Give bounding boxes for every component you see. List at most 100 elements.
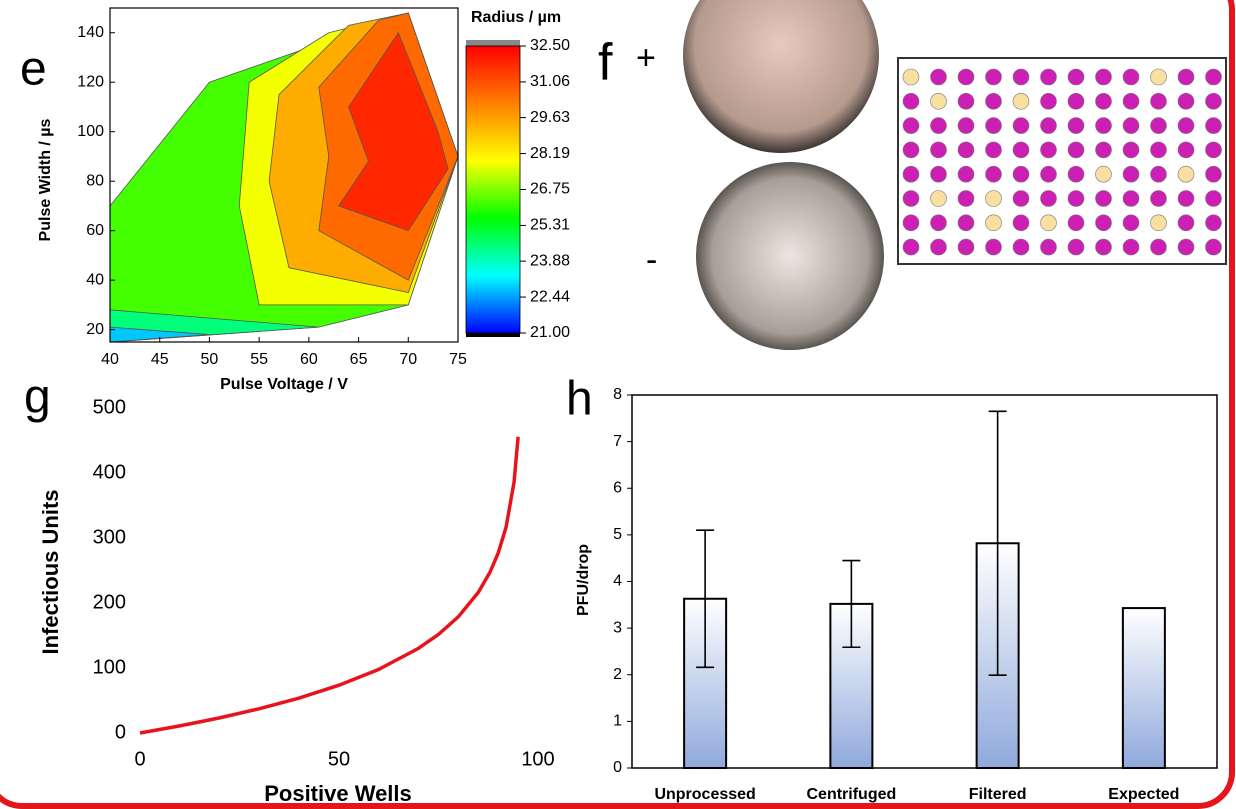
well — [1040, 68, 1057, 86]
y-tick-label: 100 — [77, 123, 104, 140]
y-tick-label: 1 — [613, 713, 622, 730]
well — [957, 93, 975, 110]
y-tick-label: 100 — [93, 656, 126, 678]
well — [1205, 238, 1222, 256]
well — [1122, 165, 1140, 183]
well — [930, 190, 947, 207]
well — [1067, 238, 1085, 256]
well — [1095, 68, 1112, 86]
colorbar-tick-label: 29.63 — [530, 109, 570, 126]
well — [1205, 190, 1222, 207]
well — [930, 68, 947, 86]
well — [1177, 117, 1195, 134]
well — [1122, 238, 1140, 256]
well — [1012, 141, 1030, 159]
well — [957, 117, 975, 134]
x-tick-label: 70 — [399, 351, 417, 368]
colorbar-tick-label: 21.00 — [530, 324, 570, 341]
x-tick-label: Unprocessed — [654, 786, 755, 803]
well — [1122, 214, 1140, 232]
well — [1095, 238, 1112, 256]
well — [1095, 165, 1112, 183]
y-tick-label: 5 — [613, 526, 622, 543]
panel-label: h — [566, 373, 593, 426]
well — [1040, 117, 1057, 134]
x-tick-label: Centrifuged — [806, 786, 896, 803]
colorbar-tick-label: 22.44 — [530, 288, 570, 305]
contour-region — [338, 31, 449, 232]
well — [1122, 190, 1140, 207]
well — [1177, 190, 1195, 207]
well — [957, 68, 975, 86]
well — [985, 214, 1002, 232]
well — [1177, 214, 1195, 232]
well — [1177, 68, 1195, 86]
well — [1205, 93, 1222, 110]
well — [1177, 93, 1195, 110]
well — [1205, 214, 1222, 232]
well — [1205, 165, 1222, 183]
y-tick-label: 6 — [613, 479, 622, 496]
y-tick-label: 0 — [115, 721, 126, 743]
well — [1067, 117, 1085, 134]
well — [1012, 190, 1030, 207]
x-tick-label: 60 — [300, 351, 318, 368]
error-bar — [842, 559, 861, 649]
y-tick-label: 20 — [86, 321, 104, 338]
well — [985, 141, 1002, 159]
y-tick-label: 8 — [613, 386, 622, 403]
well — [1122, 117, 1140, 134]
well — [1012, 68, 1030, 86]
y-tick-label: 40 — [86, 271, 104, 288]
x-tick-label: 50 — [201, 351, 219, 368]
well — [1095, 117, 1112, 134]
well — [985, 238, 1002, 256]
well — [1205, 141, 1222, 159]
colorbar-tick-label: 26.75 — [530, 181, 570, 198]
well — [1122, 93, 1140, 110]
well — [1012, 165, 1030, 183]
y-tick-label: 400 — [93, 461, 126, 483]
colorbar-tick-label: 31.06 — [530, 73, 570, 90]
colorbar-title: Radius / µm — [471, 9, 561, 26]
well — [985, 165, 1002, 183]
y-tick-label: 200 — [93, 591, 126, 613]
colorbar-cap — [466, 40, 520, 46]
y-tick-label: 60 — [86, 222, 104, 239]
x-tick-label: 0 — [134, 748, 145, 770]
well — [1150, 68, 1167, 86]
well — [1067, 93, 1085, 110]
well — [1150, 141, 1167, 159]
x-tick-label: 65 — [350, 351, 368, 368]
y-tick-label: 140 — [77, 24, 104, 41]
colorbar-tick-label: 28.19 — [530, 145, 570, 162]
well — [1150, 117, 1167, 134]
well — [1122, 141, 1140, 159]
colorbar-foot — [466, 333, 520, 337]
well — [902, 93, 920, 110]
bar — [1121, 607, 1166, 769]
well — [1150, 190, 1167, 207]
plus-label: + — [636, 39, 656, 77]
well — [902, 68, 920, 86]
x-tick-label: 55 — [250, 351, 268, 368]
x-tick-label: 75 — [449, 351, 467, 368]
panel-label: e — [20, 43, 47, 96]
well — [1095, 214, 1112, 232]
well — [957, 214, 975, 232]
panel-label: g — [24, 371, 51, 424]
well — [930, 238, 947, 256]
x-axis-label: Positive Wells — [264, 781, 412, 806]
y-tick-label: 120 — [77, 73, 104, 90]
well — [902, 165, 920, 183]
well — [985, 93, 1002, 110]
y-tick-label: 4 — [613, 573, 622, 590]
well — [1040, 238, 1057, 256]
y-axis-label: PFU/drop — [575, 544, 592, 616]
well — [957, 141, 975, 159]
well — [930, 141, 947, 159]
y-tick-label: 80 — [86, 172, 104, 189]
x-tick-label: 50 — [328, 748, 350, 770]
